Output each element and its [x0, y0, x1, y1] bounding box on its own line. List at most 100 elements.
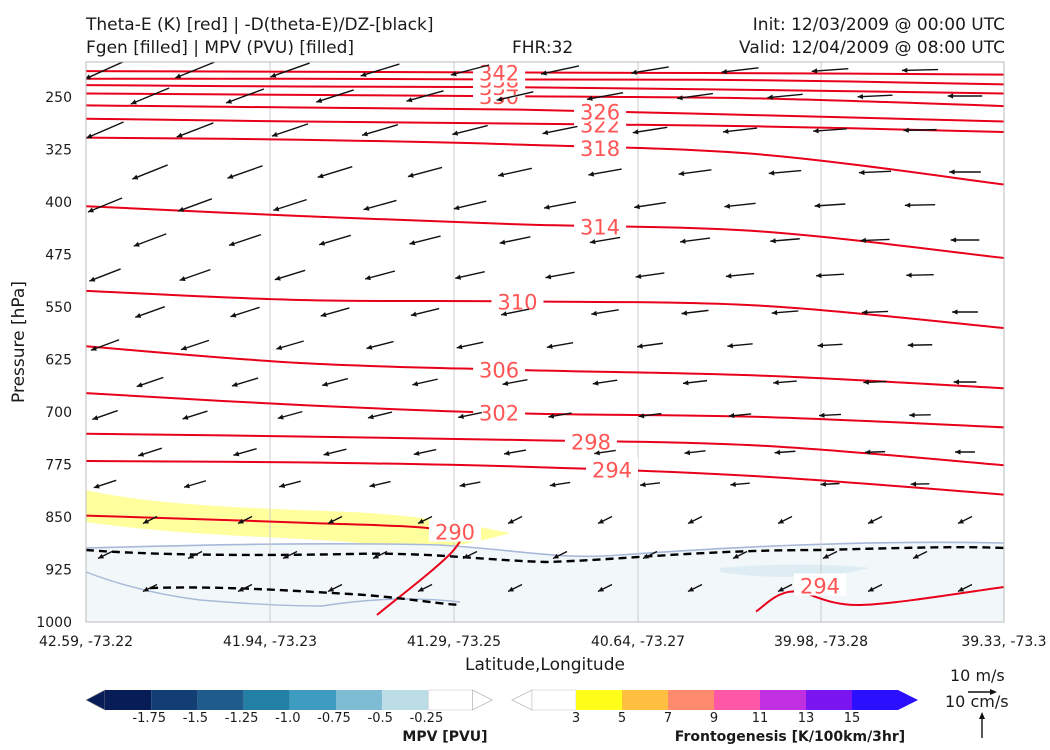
wind-arrow	[273, 198, 307, 212]
wind-arrowhead	[688, 586, 694, 592]
fgen-colorbar-label: 7	[664, 711, 672, 726]
contour-label: 294	[800, 575, 840, 599]
wind-arrow	[450, 64, 490, 76]
contour-label-bg	[473, 357, 526, 380]
reference-vertical-arrowhead	[979, 712, 985, 719]
wind-arrow	[903, 128, 937, 132]
reference-horizontal-arrowhead	[990, 689, 997, 695]
wind-arrowhead	[778, 518, 784, 524]
wind-arrowhead	[909, 412, 915, 418]
wind-arrowhead	[453, 205, 460, 211]
wind-arrowhead	[501, 311, 507, 317]
wind-arrow	[677, 92, 713, 100]
wind-arrowhead	[456, 344, 463, 350]
wind-arrowhead	[722, 128, 729, 134]
wind-arrowhead	[455, 274, 462, 280]
wind-arrow	[857, 94, 893, 98]
dashed-contour	[149, 586, 461, 607]
wind-arrow	[632, 126, 668, 134]
wind-arrowhead	[143, 518, 149, 524]
wind-arrowhead	[820, 481, 826, 487]
wind-arrowhead	[906, 272, 912, 278]
theta-e-line	[86, 92, 1004, 108]
wind-arrowhead	[678, 170, 685, 177]
wind-arrow	[543, 201, 577, 209]
wind-arrowhead	[947, 93, 954, 99]
mpv-colorbar-label: -1.25	[225, 711, 259, 726]
wind-arrow	[721, 67, 759, 73]
wind-arrow	[406, 90, 444, 102]
wind-arrowhead	[682, 380, 689, 386]
theta-e-line	[86, 104, 1004, 123]
wind-arrowhead	[721, 69, 728, 75]
theta-e-contours: 2902942942983023063103143183223263303343…	[86, 61, 1004, 616]
wind-arrowhead	[773, 379, 779, 386]
mpv-colorbar-segment	[289, 690, 336, 710]
theta-e-line	[86, 460, 1004, 496]
wind-arrowhead	[549, 482, 556, 488]
wind-arrow	[588, 168, 622, 176]
x-tick-label: 40.64, -73.27	[591, 634, 685, 650]
reference-horizontal-label: 10 m/s	[950, 666, 1005, 685]
wind-arrowhead	[320, 312, 327, 318]
wind-arrowhead	[864, 449, 871, 455]
wind-arrowhead	[452, 130, 459, 136]
wind-arrowhead	[367, 414, 374, 420]
mpv-contour	[86, 571, 461, 607]
mpv-colorbar-label: -0.5	[368, 711, 393, 726]
mpv-colorbar-segment	[428, 689, 473, 711]
wind-arrowhead	[728, 412, 735, 419]
wind-arrowhead	[277, 414, 284, 420]
wind-arrowhead	[778, 586, 784, 592]
wind-arrowhead	[542, 129, 549, 135]
wind-arrowhead	[360, 71, 367, 77]
valid-time: Valid: 12/04/2009 @ 08:00 UTC	[739, 38, 1005, 58]
dashed-contour	[86, 545, 1004, 564]
wind-arrowhead	[316, 97, 323, 103]
theta-e-line	[86, 392, 1004, 429]
wind-arrow	[317, 165, 353, 179]
wind-arrowhead	[816, 272, 822, 279]
wind-arrowhead	[553, 553, 559, 559]
wind-arrowhead	[98, 553, 104, 559]
wind-arrowhead	[226, 98, 232, 104]
wind-arrow	[767, 93, 803, 99]
wind-arrow	[176, 122, 214, 138]
wind-arrowhead	[135, 313, 142, 318]
wind-arrowhead	[406, 97, 413, 103]
wind-arrowhead	[273, 206, 280, 212]
contour-label: 342	[479, 61, 519, 85]
wind-arrowhead	[459, 482, 466, 488]
wind-arrowhead	[817, 342, 824, 348]
y-tick-label: 475	[45, 248, 72, 264]
wind-arrowhead	[594, 450, 600, 456]
theta-e-line	[86, 136, 1004, 186]
wind-arrow	[811, 68, 849, 72]
wind-arrowhead	[868, 586, 874, 592]
wind-arrowhead	[143, 586, 149, 592]
wind-arrowhead	[684, 450, 691, 456]
contour-label-bg	[473, 62, 526, 83]
fgen-colorbar-label: 9	[710, 711, 718, 726]
wind-arrowhead	[638, 413, 645, 419]
y-tick-label: 400	[45, 195, 72, 211]
wind-arrowhead	[87, 207, 94, 213]
x-axis-label: Latitude,Longitude	[465, 655, 625, 675]
wind-arrowhead	[178, 206, 185, 212]
wind-arrowhead	[498, 172, 504, 178]
mpv-colorbar-segment	[243, 690, 290, 710]
wind-arrowhead	[92, 415, 99, 421]
wind-arrowhead	[279, 482, 286, 488]
wind-arrowhead	[591, 310, 597, 316]
wind-arrowhead	[458, 413, 464, 419]
wind-arrowhead	[598, 518, 604, 524]
wind-arrowhead	[770, 238, 776, 244]
wind-arrowhead	[188, 553, 194, 559]
y-tick-label: 550	[45, 300, 72, 316]
wind-arrowhead	[863, 379, 869, 385]
mpv-colorbar-label: -1.75	[132, 711, 166, 726]
theta-e-line	[86, 432, 1004, 467]
wind-arrowhead	[233, 451, 240, 457]
wind-arrowhead	[637, 343, 643, 349]
wind-arrowhead	[635, 273, 642, 279]
